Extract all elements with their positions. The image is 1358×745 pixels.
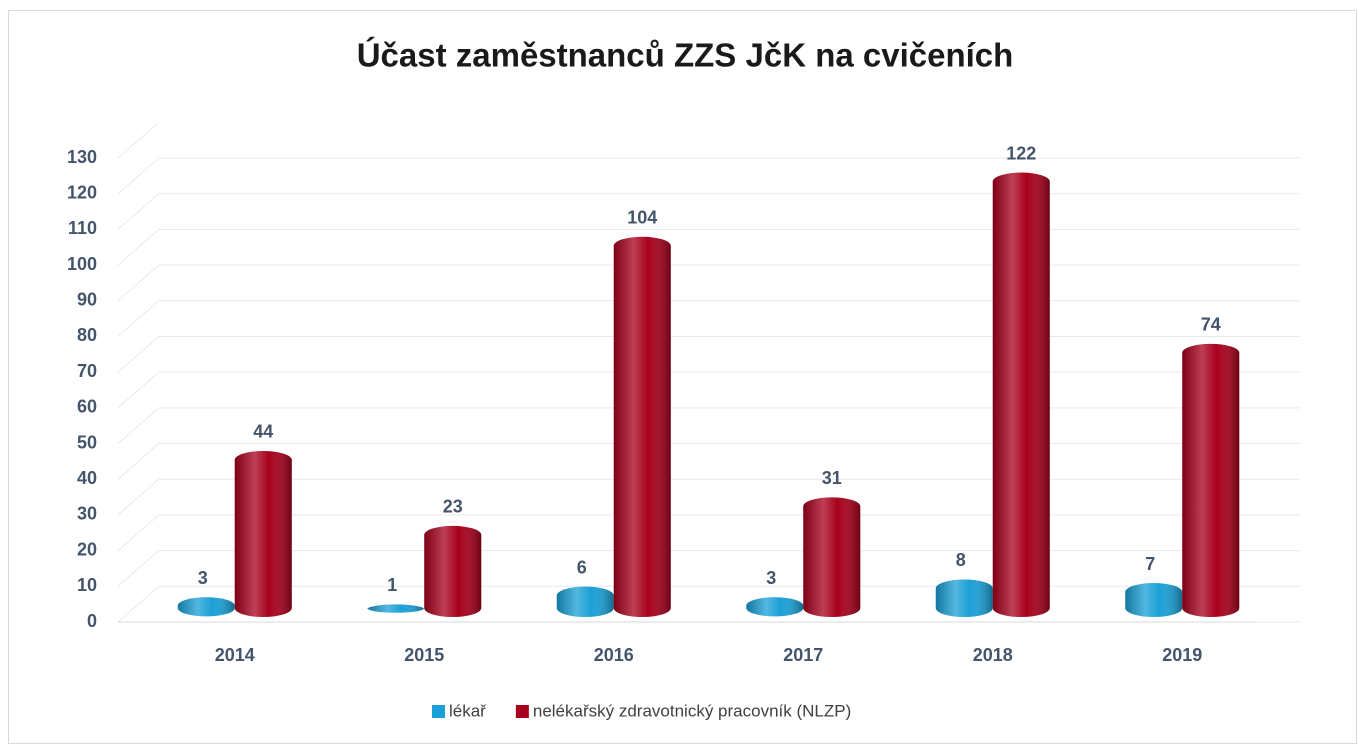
data-label: 122 xyxy=(1006,143,1036,163)
legend-swatch xyxy=(515,705,529,718)
data-label: 7 xyxy=(1145,554,1155,574)
y-tick-label: 90 xyxy=(77,290,97,310)
bar-shade xyxy=(424,525,482,617)
y-tick-label: 20 xyxy=(77,539,97,559)
bar-shade xyxy=(367,604,425,613)
legend-label: lékař xyxy=(449,701,486,720)
grid-line xyxy=(117,408,159,444)
y-tick-label: 110 xyxy=(68,218,97,238)
y-tick-label: 120 xyxy=(67,182,97,202)
chart-title: Účast zaměstnanců ZZS JčK na cvičeních xyxy=(357,37,1014,74)
grid-line xyxy=(117,336,159,373)
y-tick-label: 40 xyxy=(77,468,97,488)
bar-shade xyxy=(177,597,235,617)
data-label: 44 xyxy=(253,422,273,442)
data-label: 8 xyxy=(956,550,966,570)
bar-shade xyxy=(613,236,671,618)
grid-line xyxy=(117,586,159,623)
chart-frame xyxy=(8,10,1357,744)
grid-line xyxy=(117,372,159,409)
data-label: 104 xyxy=(627,208,657,228)
x-tick-label: 2014 xyxy=(215,645,255,665)
y-tick-label: 30 xyxy=(77,504,97,524)
grid-line xyxy=(117,158,159,195)
grid-line xyxy=(117,265,159,302)
grid-line xyxy=(117,479,159,516)
x-tick-label: 2017 xyxy=(783,645,823,665)
y-tick-label: 10 xyxy=(77,575,97,595)
legend-swatch xyxy=(432,705,445,718)
bar-shade xyxy=(556,586,614,617)
grid-line xyxy=(117,515,159,551)
data-label: 3 xyxy=(198,568,208,588)
data-label: 23 xyxy=(443,497,463,517)
grid-line xyxy=(117,550,159,587)
grid-line xyxy=(117,301,159,337)
grid-line xyxy=(117,122,159,159)
grid-line xyxy=(117,443,159,480)
data-label: 31 xyxy=(822,468,842,488)
x-tick-label: 2019 xyxy=(1162,645,1202,665)
bar-shade xyxy=(935,579,993,617)
y-tick-label: 80 xyxy=(77,325,97,345)
data-label: 1 xyxy=(387,575,397,595)
bar-shade xyxy=(803,497,861,617)
y-tick-label: 60 xyxy=(77,397,97,417)
y-tick-label: 100 xyxy=(67,254,97,274)
bar-shade xyxy=(1125,583,1183,617)
data-label: 3 xyxy=(766,568,776,588)
bar-shade xyxy=(1182,343,1240,617)
y-tick-label: 50 xyxy=(77,432,97,452)
data-label: 74 xyxy=(1201,315,1221,335)
data-label: 6 xyxy=(577,557,587,577)
x-tick-label: 2015 xyxy=(404,645,444,665)
y-tick-label: 70 xyxy=(77,361,97,381)
x-tick-label: 2018 xyxy=(973,645,1013,665)
y-tick-label: 0 xyxy=(87,611,97,631)
bar-shade xyxy=(746,597,804,617)
y-tick-label: 130 xyxy=(67,147,97,167)
grid-line xyxy=(117,194,159,230)
grid-line xyxy=(117,229,159,266)
x-tick-label: 2016 xyxy=(594,645,634,665)
bar-shade xyxy=(234,450,292,617)
bar-shade xyxy=(992,172,1050,618)
legend-label: nelékařský zdravotnický pracovník (NLZP) xyxy=(533,701,851,720)
